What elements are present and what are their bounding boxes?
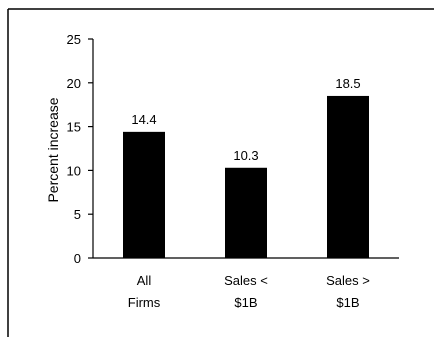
data-label: 10.3: [233, 148, 258, 163]
x-tick-label: Sales <: [224, 273, 268, 288]
x-tick-label: Sales >: [326, 273, 370, 288]
bar: [225, 167, 267, 258]
x-tick-label: $1B: [234, 295, 257, 310]
bar: [123, 131, 165, 258]
data-label: 18.5: [335, 76, 360, 91]
x-tick-label: $1B: [336, 295, 359, 310]
data-label: 14.4: [131, 112, 156, 127]
y-tick-label: 20: [67, 76, 81, 91]
bar: [327, 95, 369, 258]
x-tick-label: All: [137, 273, 152, 288]
y-tick-label: 15: [67, 120, 81, 135]
y-tick-label: 10: [67, 163, 81, 178]
y-axis-title: Percent increase: [45, 97, 61, 202]
y-tick-label: 0: [74, 251, 81, 266]
data-labels: 14.4 10.3 18.5: [131, 76, 360, 163]
chart-frame-border: [7, 8, 434, 337]
y-tick-label: 5: [74, 207, 81, 222]
x-tick-labels: All Firms Sales < $1B Sales > $1B: [128, 273, 370, 310]
bars: [123, 95, 369, 258]
x-tick-label: Firms: [128, 295, 161, 310]
y-tick-label: 25: [67, 32, 81, 47]
y-axis: 0 5 10 15 20 25: [67, 32, 94, 266]
